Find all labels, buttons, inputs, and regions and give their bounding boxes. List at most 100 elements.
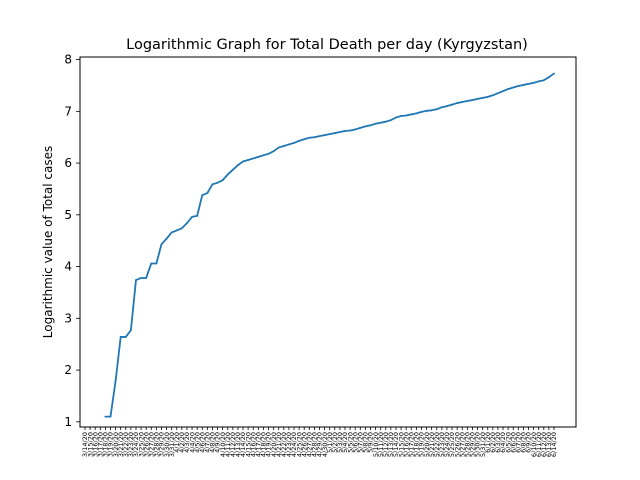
plot-frame <box>79 56 577 428</box>
data-point <box>129 329 132 332</box>
data-point <box>282 145 285 147</box>
x-axis: 3/14/203/15/203/16/203/17/203/18/203/19/… <box>81 427 558 457</box>
data-point <box>537 80 540 83</box>
data-point <box>124 336 127 338</box>
x-tick-label: 5/14/20 <box>392 432 400 457</box>
y-tick-label: 2 <box>64 363 72 377</box>
data-point <box>522 84 525 86</box>
data-point <box>542 79 545 82</box>
data-point <box>374 122 377 125</box>
x-tick-label: 3/31/20 <box>168 432 176 457</box>
x-tick-label: 4/15/20 <box>244 432 252 457</box>
x-tick-label: 4/14/20 <box>239 432 247 457</box>
x-tick-label: 6/7/20 <box>515 432 523 453</box>
x-tick-label: 4/2/20 <box>178 432 186 453</box>
x-tick-label: 6/11/20 <box>535 432 543 457</box>
data-point <box>201 194 204 197</box>
data-point <box>313 136 316 139</box>
data-point <box>318 135 321 138</box>
x-tick-label: 6/2/20 <box>489 432 497 453</box>
y-axis: 1 2 3 4 5 6 7 8 <box>64 53 80 429</box>
x-tick-label: 4/30/20 <box>321 432 329 457</box>
data-point <box>242 160 244 163</box>
data-point <box>476 98 479 100</box>
data-point <box>364 125 367 128</box>
data-point <box>140 277 142 279</box>
x-tick-label: 3/22/20 <box>122 432 130 457</box>
x-tick-label: 5/28/20 <box>464 432 472 457</box>
x-tick-label: 5/6/20 <box>351 432 359 453</box>
x-tick-label: 5/22/20 <box>433 432 441 457</box>
x-tick-label: 5/25/20 <box>448 432 456 457</box>
x-tick-label: 4/6/20 <box>198 432 206 453</box>
data-point <box>410 113 413 116</box>
x-tick-label: 4/12/20 <box>229 432 237 457</box>
x-tick-label: 3/19/20 <box>107 432 115 457</box>
x-tick-label: 6/13/20 <box>545 432 553 457</box>
data-point <box>389 119 392 122</box>
data-point <box>155 262 158 265</box>
x-tick-label: 5/20/20 <box>423 432 431 457</box>
x-tick-label: 6/12/20 <box>540 432 548 457</box>
data-point <box>369 124 372 127</box>
data-point <box>160 243 163 246</box>
data-point <box>293 142 295 144</box>
x-tick-label: 4/21/20 <box>275 432 283 457</box>
data-point <box>104 415 107 418</box>
x-tick-label: 3/23/20 <box>127 432 135 457</box>
x-tick-label: 5/4/20 <box>341 432 349 453</box>
data-point <box>517 85 520 87</box>
x-tick-label: 5/27/20 <box>458 432 466 457</box>
x-tick-label: 5/1/20 <box>326 432 334 453</box>
data-point <box>471 99 474 101</box>
x-tick-label: 6/4/20 <box>499 432 507 453</box>
x-tick-label: 3/29/20 <box>158 432 166 457</box>
data-point <box>395 116 397 119</box>
x-tick-label: 5/7/20 <box>356 432 364 453</box>
data-point <box>481 96 484 99</box>
data-point <box>338 131 341 133</box>
data-point <box>277 146 280 149</box>
x-tick-label: 3/21/20 <box>117 432 125 457</box>
x-tick-label: 4/9/20 <box>214 432 222 453</box>
data-point <box>308 136 311 139</box>
x-tick-label: 3/24/20 <box>132 432 140 457</box>
x-tick-label: 5/12/20 <box>382 432 390 457</box>
x-tick-label: 4/5/20 <box>193 432 201 453</box>
x-tick-label: 3/18/20 <box>102 432 110 457</box>
data-point <box>415 112 418 115</box>
x-tick-label: 4/19/20 <box>265 432 273 457</box>
x-tick-label: 3/17/20 <box>96 432 104 457</box>
y-tick-label: 7 <box>64 104 72 118</box>
data-point <box>354 128 357 131</box>
data-point <box>206 192 209 194</box>
data-point <box>150 262 153 265</box>
data-point <box>333 132 336 134</box>
series-points <box>104 72 555 418</box>
x-tick-label: 4/26/20 <box>300 432 308 457</box>
x-tick-label: 4/25/20 <box>295 432 303 457</box>
x-tick-label: 6/5/20 <box>504 432 512 453</box>
x-tick-label: 5/13/20 <box>387 432 395 457</box>
data-point <box>323 134 326 137</box>
data-point <box>119 336 122 338</box>
x-tick-label: 5/23/20 <box>438 432 446 457</box>
x-tick-label: 5/30/20 <box>474 432 482 457</box>
data-point <box>109 415 112 418</box>
data-point <box>502 90 504 93</box>
data-point <box>145 277 148 279</box>
x-tick-label: 6/14/20 <box>550 432 558 457</box>
y-tick-label: 4 <box>64 260 72 274</box>
x-tick-label: 4/22/20 <box>280 432 288 457</box>
data-point <box>267 152 270 155</box>
x-tick-label: 3/20/20 <box>112 432 120 457</box>
data-point <box>191 216 193 218</box>
data-point <box>170 231 173 234</box>
x-tick-label: 5/15/20 <box>397 432 405 457</box>
x-tick-label: 3/14/20 <box>81 432 89 457</box>
data-point <box>272 150 275 153</box>
data-point <box>288 143 290 146</box>
x-tick-label: 5/5/20 <box>346 432 354 453</box>
x-tick-label: 5/19/20 <box>418 432 426 457</box>
y-tick-label: 1 <box>64 415 72 429</box>
